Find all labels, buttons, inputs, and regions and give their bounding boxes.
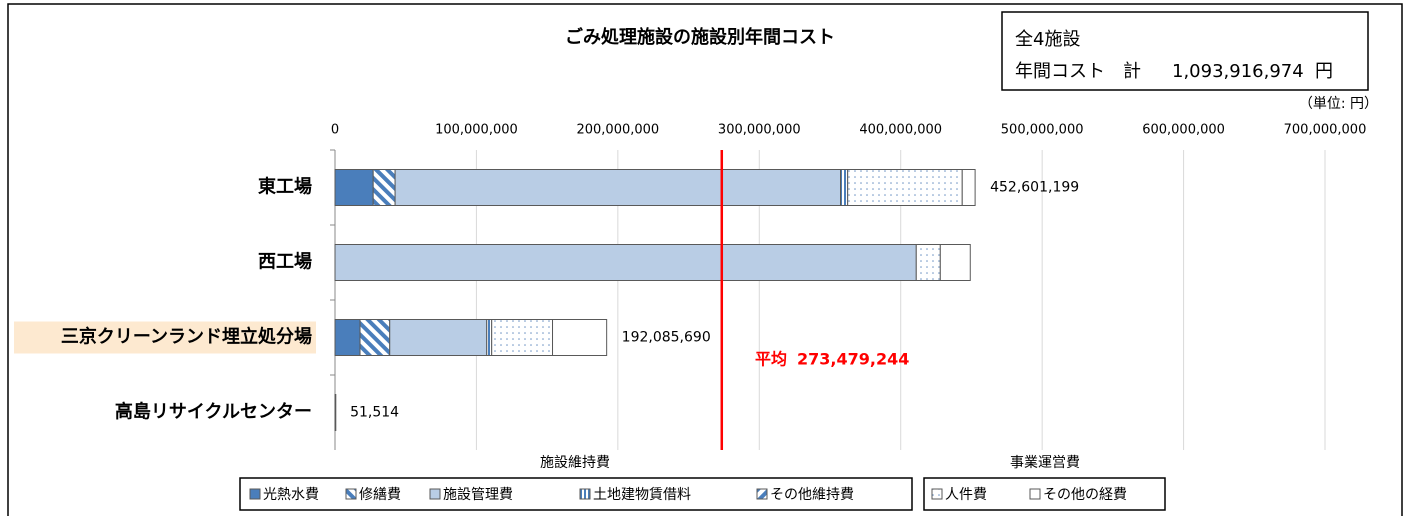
bar-segment — [939, 244, 971, 281]
average-value: 273,479,244 — [797, 350, 909, 369]
bar-segment — [486, 319, 493, 356]
bar-segment — [491, 319, 554, 356]
bar-segment — [334, 169, 374, 206]
bar-segment — [334, 394, 337, 431]
bar-segment — [840, 169, 849, 206]
legend-swatch — [429, 488, 441, 500]
bar-segment — [915, 244, 941, 281]
bar-segment — [389, 319, 488, 356]
legend-swatch — [249, 488, 261, 500]
legend-label: 施設管理費 — [443, 487, 513, 503]
chart-title: ごみ処理施設の施設別年間コスト — [565, 26, 835, 48]
x-tick-label: 500,000,000 — [1001, 123, 1084, 138]
y-tick-label: 高島リサイクルセンター — [115, 401, 312, 423]
bar-segment — [552, 319, 608, 356]
y-tick-label: 三京クリーンランド埋立処分場 — [61, 326, 312, 348]
legend-box — [239, 477, 913, 511]
bar-segment — [394, 169, 842, 206]
total-label: 192,085,690 — [622, 330, 711, 346]
bar-segment — [961, 169, 976, 206]
x-tick-label: 0 — [331, 123, 339, 138]
y-tick-label: 西工場 — [258, 252, 312, 273]
x-tick-label: 100,000,000 — [435, 123, 518, 138]
legend-box — [923, 477, 1166, 511]
y-tick-label: 東工場 — [258, 176, 312, 198]
x-tick-label: 600,000,000 — [1142, 123, 1225, 138]
x-tick-label: 200,000,000 — [576, 123, 659, 138]
legend-label: 土地建物賃借料 — [593, 487, 691, 503]
bar-segment — [359, 319, 391, 356]
legend-swatch — [931, 488, 943, 500]
frame — [7, 3, 1403, 516]
legend-label: 光熱水費 — [263, 487, 319, 503]
x-tick-label: 700,000,000 — [1284, 123, 1367, 138]
legend-group-label: 施設維持費 — [540, 455, 610, 471]
unit-note: （単位: 円） — [1299, 96, 1378, 112]
info-unit: 円 — [1315, 61, 1333, 82]
info-line1: 全4施設 — [1015, 29, 1080, 50]
legend-swatch — [1029, 488, 1041, 500]
legend-label: 修繕費 — [359, 487, 401, 503]
info-box — [1001, 11, 1369, 91]
average-label: 平均 — [755, 350, 787, 369]
legend-label: その他の経費 — [1043, 487, 1127, 503]
bar-segment — [334, 319, 361, 356]
bar-segment — [334, 244, 917, 281]
total-label: 51,514 — [350, 405, 399, 421]
x-tick-label: 400,000,000 — [859, 123, 942, 138]
bar-segment — [372, 169, 396, 206]
legend-group-label: 事業運営費 — [1010, 455, 1080, 471]
total-label: 452,601,199 — [990, 180, 1079, 196]
legend-swatch — [579, 488, 591, 500]
bar-segment — [847, 169, 963, 206]
legend-swatch — [756, 488, 768, 500]
category-highlight — [14, 321, 316, 354]
legend-swatch — [345, 488, 357, 500]
legend-label: 人件費 — [945, 487, 987, 503]
legend-label: その他維持費 — [770, 487, 854, 503]
x-tick-label: 300,000,000 — [718, 123, 801, 138]
info-total: 1,093,916,974 — [1172, 61, 1304, 82]
info-line2: 年間コスト 計 — [1015, 61, 1141, 82]
